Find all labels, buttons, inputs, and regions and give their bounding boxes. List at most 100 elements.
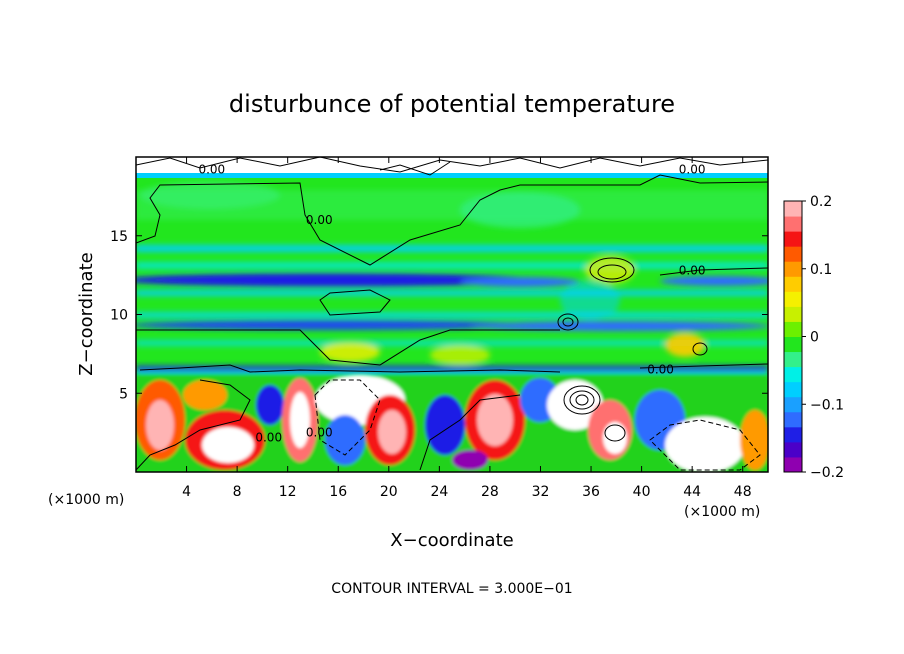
- lower-warm-g-core: [603, 422, 627, 454]
- field-top-cyan: [136, 173, 768, 178]
- lower-warm-e-core: [378, 410, 406, 454]
- field-band-boundary: [136, 366, 768, 371]
- contour-label: 0.00: [198, 163, 225, 177]
- lower-warm-d-core: [290, 392, 310, 448]
- contour-top-noise: [136, 157, 768, 173]
- contour-eddy-a: [563, 385, 601, 415]
- x-tick-label: 20: [380, 484, 398, 500]
- field-warm-1: [320, 342, 380, 362]
- x-tick-label: 28: [481, 484, 499, 500]
- field-cool-mid: [560, 280, 620, 320]
- colorbar-swatch: [784, 231, 802, 247]
- colorbar-tick-label: −0.1: [810, 397, 844, 413]
- x-axis-label: X−coordinate: [390, 530, 513, 551]
- colorbar-swatch: [784, 336, 802, 353]
- x-tick-label: 8: [233, 484, 242, 500]
- colorbar-swatch: [784, 456, 802, 473]
- lower-warm-b-core: [202, 427, 254, 463]
- lower-warm-f-core: [477, 394, 513, 446]
- x-tick-label: 16: [329, 484, 347, 500]
- lower-warm-c: [183, 380, 227, 410]
- field-band-blue-1c: [660, 276, 768, 286]
- colorbar: 0.2 0.1 0 −0.1 −0.2: [783, 194, 844, 481]
- contour-eddy-c: [557, 313, 579, 331]
- contour-zero-mid-a: [319, 289, 391, 316]
- contour-label: 0.00: [255, 430, 282, 444]
- field-band-cyan-2: [136, 262, 768, 269]
- chart-title: disturbunce of potential temperature: [229, 90, 675, 118]
- x-axis: 4 8 12 16 20 24 28 32 36 40 44 48: [182, 157, 752, 500]
- field-band-blue-1b: [460, 277, 580, 287]
- field-top-strip: [136, 157, 768, 173]
- colorbar-swatch: [784, 291, 802, 307]
- field-warm-4: [585, 256, 635, 284]
- field-band-cyan-4: [136, 312, 768, 318]
- contour-zero-mid-c: [659, 267, 768, 276]
- contour-interval-note: CONTOUR INTERVAL = 3.000E−01: [331, 581, 572, 597]
- contour-label: 0.00: [306, 426, 333, 440]
- x-tick-label: 36: [582, 484, 600, 500]
- field-warm-2: [430, 345, 490, 365]
- x-tick-label: 48: [734, 484, 752, 500]
- lower-warm-a-core: [146, 400, 174, 450]
- colorbar-swatch: [784, 201, 802, 217]
- colorbar-swatch: [784, 351, 802, 368]
- contour-zero-mid-d: [639, 363, 768, 369]
- lower-cool-f: [452, 450, 488, 470]
- colorbar-swatch: [784, 321, 802, 337]
- field-warm-3: [665, 333, 705, 357]
- colorbar-tick-label: −0.2: [810, 465, 844, 481]
- contour-labels: 0.00 0.00 0.00 0.00 0.00 0.00 0.00: [198, 163, 705, 445]
- contour-label: 0.00: [679, 163, 706, 177]
- lower-white-c: [665, 417, 745, 472]
- contour-lower-d: [419, 394, 521, 471]
- field-band-cyan-3: [136, 290, 768, 296]
- contour-lower-c: [649, 419, 761, 471]
- colorbar-swatch: [784, 441, 802, 458]
- x-unit-left: (×1000 m): [48, 492, 124, 508]
- y-tick-label: 10: [110, 308, 128, 324]
- field-band-blue-1: [136, 273, 540, 287]
- colorbar-swatch: [784, 216, 802, 232]
- contour-zero-upper: [136, 174, 768, 266]
- x-tick-label: 44: [683, 484, 701, 500]
- lower-warm-h: [740, 410, 768, 470]
- field-band-cyan-5: [136, 340, 768, 346]
- colorbar-tick-label: 0: [810, 330, 819, 346]
- contour-zero-mid-b: [136, 329, 560, 366]
- y-axis-label: Z−coordinate: [76, 252, 97, 375]
- colorbar-swatch: [784, 276, 802, 292]
- lower-cool-c: [425, 395, 465, 455]
- contour-eddy-d: [604, 424, 626, 442]
- colorbar-swatch: [784, 426, 802, 443]
- colorbar-swatch: [784, 366, 802, 383]
- x-tick-label: 40: [633, 484, 651, 500]
- field-band-blue-2: [136, 320, 530, 330]
- field-band-blue-2b: [470, 321, 768, 331]
- contour-label: 0.00: [647, 363, 674, 377]
- colorbar-tick-label: 0.1: [810, 262, 832, 278]
- colorbar-swatch: [784, 306, 802, 322]
- field-band-boundary-cyan: [136, 372, 768, 376]
- field-patch-a: [460, 192, 580, 228]
- field-lower-layer: [136, 375, 768, 472]
- contour-top-noise-2: [379, 161, 451, 176]
- field-patch-b: [140, 181, 280, 209]
- colorbar-swatch: [784, 246, 802, 262]
- x-unit-right: (×1000 m): [684, 504, 760, 520]
- colorbar-swatch: [784, 411, 802, 428]
- x-tick-label: 32: [532, 484, 550, 500]
- x-tick-label: 4: [182, 484, 191, 500]
- y-tick-label: 5: [119, 386, 128, 402]
- colorbar-swatch: [784, 381, 802, 398]
- colorbar-swatch: [784, 396, 802, 413]
- contour-lower-a: [136, 379, 251, 471]
- contour-label: 0.00: [679, 263, 706, 277]
- contour-eddy-e: [692, 342, 708, 356]
- contour-lines: [136, 157, 768, 471]
- x-tick-label: 12: [279, 484, 297, 500]
- contour-eddy-a3: [575, 394, 589, 406]
- contour-eddy-a2: [569, 390, 595, 410]
- lower-cool-b: [325, 415, 365, 465]
- contour-lower-b: [314, 379, 381, 456]
